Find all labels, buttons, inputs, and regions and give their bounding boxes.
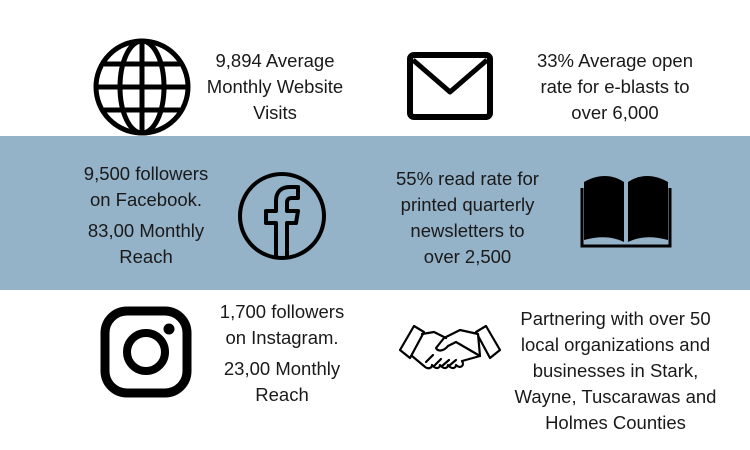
stat-line: Partnering with over 50 xyxy=(520,308,711,329)
stat-line: 9,500 followers xyxy=(83,163,209,184)
stat-line: printed quarterly xyxy=(400,194,535,215)
partners-stat: Partnering with over 50 local organizati… xyxy=(508,306,723,436)
stat-line: newsletters to xyxy=(410,220,525,241)
handshake-icon xyxy=(398,324,502,370)
stat-line: Reach xyxy=(119,246,173,267)
envelope-icon xyxy=(407,52,493,120)
stat-line: over 6,000 xyxy=(571,102,659,123)
stat-line: 55% read rate for xyxy=(396,168,539,189)
stat-line: businesses in Stark, xyxy=(532,360,699,381)
stat-line: 23,00 Monthly xyxy=(223,358,341,379)
stat-line: Holmes Counties xyxy=(545,412,686,433)
stat-line: local organizations and xyxy=(520,334,711,355)
stat-line: Visits xyxy=(253,102,297,123)
stat-line: on Facebook. xyxy=(89,189,203,210)
email-open-rate-stat: 33% Average open rate for e-blasts to ov… xyxy=(520,48,710,126)
highlight-band xyxy=(0,136,750,290)
stat-line: rate for e-blasts to xyxy=(540,76,690,97)
newsletter-read-rate-stat: 55% read rate for printed quarterly news… xyxy=(385,166,550,270)
instagram-reach-stat: 23,00 Monthly Reach xyxy=(208,356,356,408)
stat-line: Wayne, Tuscarawas and xyxy=(514,386,717,407)
stat-line: 9,894 Average xyxy=(215,50,335,71)
stat-line: 1,700 followers xyxy=(219,301,345,322)
stat-line: Monthly Website xyxy=(206,76,344,97)
stat-line: Reach xyxy=(255,384,309,405)
instagram-followers-stat: 1,700 followers on Instagram. xyxy=(208,299,356,351)
instagram-icon xyxy=(100,306,192,398)
facebook-followers-stat: 9,500 followers on Facebook. xyxy=(70,161,222,213)
stat-line: on Instagram. xyxy=(225,327,339,348)
open-book-icon xyxy=(580,176,672,248)
stat-line: 33% Average open xyxy=(536,50,693,71)
facebook-icon xyxy=(238,172,326,260)
stat-line: 83,00 Monthly xyxy=(87,220,205,241)
stat-line: over 2,500 xyxy=(423,246,512,267)
globe-icon xyxy=(93,38,191,136)
website-visits-stat: 9,894 Average Monthly Website Visits xyxy=(195,48,355,126)
facebook-reach-stat: 83,00 Monthly Reach xyxy=(70,218,222,270)
